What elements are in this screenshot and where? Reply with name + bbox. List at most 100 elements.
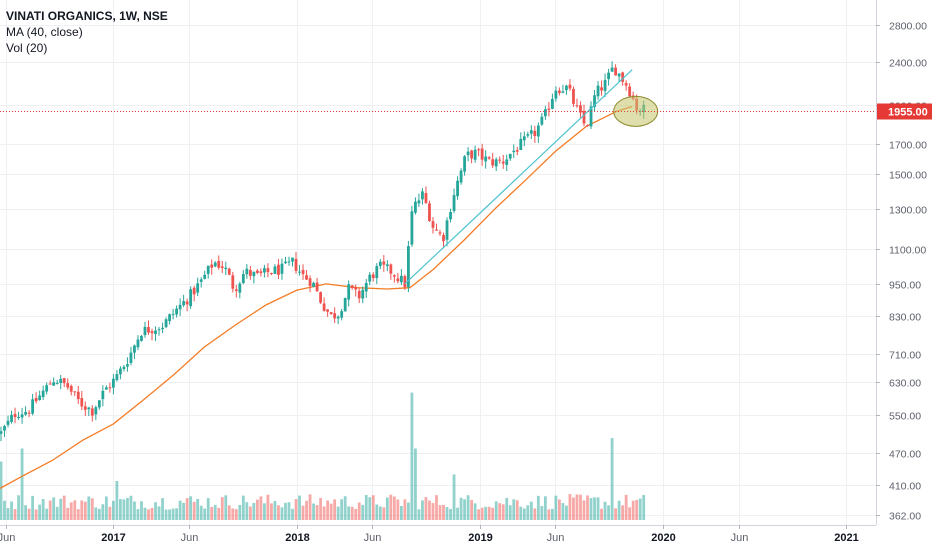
volume-bar xyxy=(368,497,372,520)
volume-bar xyxy=(593,497,596,520)
candle-body xyxy=(572,88,575,104)
volume-bar xyxy=(459,497,463,520)
candle-body xyxy=(104,387,108,390)
time-tick-label: 2019 xyxy=(468,532,492,544)
volume-bar xyxy=(252,502,256,520)
volume-bar xyxy=(610,438,614,520)
volume-bar xyxy=(403,499,407,520)
volume-bar xyxy=(491,507,495,520)
volume-bar xyxy=(614,508,618,520)
candle-body xyxy=(466,151,470,156)
legend-title[interactable]: VINATI ORGANICS, 1W, NSE xyxy=(6,9,168,23)
candle-body xyxy=(410,211,414,245)
volume-bar xyxy=(13,509,17,520)
volume-bar xyxy=(470,500,474,520)
volume-bar xyxy=(69,502,73,520)
candle-body xyxy=(428,203,431,222)
legend-volume[interactable]: Vol (20) xyxy=(6,41,48,55)
volume-bar xyxy=(287,502,291,520)
volume-bar xyxy=(227,505,231,520)
candle-body xyxy=(589,106,593,127)
candle-body xyxy=(607,72,610,80)
volume-bar xyxy=(438,505,442,520)
trendline[interactable] xyxy=(404,69,633,285)
price-tick-label: 410.00 xyxy=(889,481,921,493)
volume-bar xyxy=(512,499,516,520)
volume-bar xyxy=(220,497,224,520)
candle-body xyxy=(115,374,119,381)
candle-body xyxy=(610,67,614,72)
volume-bar xyxy=(234,509,238,520)
candle-body xyxy=(315,282,319,292)
candle-body xyxy=(298,271,301,273)
candle-body xyxy=(241,274,245,284)
volume-bar xyxy=(31,495,35,520)
volume-bar xyxy=(445,507,449,520)
volume-bar xyxy=(361,504,365,520)
candle-body xyxy=(550,98,554,109)
volume-bar xyxy=(336,506,340,520)
volume-bar xyxy=(17,495,20,520)
volume-bar xyxy=(435,495,438,520)
candle-body xyxy=(533,130,537,137)
volume-bar xyxy=(87,496,91,520)
legend: VINATI ORGANICS, 1W, NSE MA (40, close) … xyxy=(6,8,168,56)
time-tick-label: 2021 xyxy=(834,532,858,544)
volume-bar xyxy=(126,497,129,520)
candle-body xyxy=(76,391,80,400)
time-tick-label: 2020 xyxy=(651,532,675,544)
volume-bar xyxy=(196,498,200,520)
candle-body xyxy=(438,232,442,234)
volume-bar xyxy=(519,506,523,520)
candle-body xyxy=(477,149,481,151)
volume-bar xyxy=(575,494,579,520)
trendline-path[interactable] xyxy=(404,69,633,285)
candle-body xyxy=(487,157,491,159)
volume-bar xyxy=(561,503,565,520)
volume-bar xyxy=(589,498,593,520)
time-axis-bg[interactable] xyxy=(0,525,876,550)
volume-bar xyxy=(414,448,417,520)
volume-bar xyxy=(326,500,330,520)
candle-body xyxy=(452,195,456,211)
volume-bar xyxy=(322,506,326,520)
last-price-badge[interactable] xyxy=(877,103,932,120)
volume-bar xyxy=(38,504,42,520)
candle-body xyxy=(231,275,235,289)
candle-body xyxy=(568,84,572,89)
volume-bar xyxy=(76,509,80,520)
volume-bar xyxy=(66,507,70,520)
volume-bar xyxy=(572,497,575,520)
price-tick-label: 830.00 xyxy=(889,312,921,324)
volume-bar xyxy=(83,501,87,520)
price-tick-label: 1300.00 xyxy=(889,205,927,217)
volume-bar xyxy=(182,502,186,520)
price-axis-bg[interactable] xyxy=(876,0,932,550)
volume-bar xyxy=(382,507,386,520)
candle-body xyxy=(473,149,477,160)
volume-bar xyxy=(41,499,45,520)
price-axis[interactable]: 2800.002400.002000.001700.001500.001300.… xyxy=(876,0,932,550)
candle-body xyxy=(396,278,400,282)
candle-body xyxy=(617,73,621,77)
volume-bar xyxy=(364,495,368,520)
volume-bar xyxy=(621,505,625,520)
candle-body xyxy=(491,159,495,166)
candle-body xyxy=(220,266,224,269)
candle-body xyxy=(294,258,298,271)
volume-bar xyxy=(157,506,161,520)
volume-bar xyxy=(515,500,519,520)
candle-body xyxy=(445,220,449,240)
volume-bar xyxy=(45,508,49,520)
candle-body xyxy=(435,229,438,231)
legend-ma[interactable]: MA (40, close) xyxy=(6,25,83,39)
volume-bar xyxy=(301,505,305,520)
volume-bar xyxy=(554,495,558,520)
time-axis[interactable]: Jun 2017 Jun 2018 Jun 2019 Jun 2020 Jun 2021 xyxy=(0,525,876,550)
candle-body xyxy=(270,273,273,275)
volume-bar xyxy=(255,499,259,520)
candle-body xyxy=(389,264,393,274)
volume-bar xyxy=(603,501,607,520)
